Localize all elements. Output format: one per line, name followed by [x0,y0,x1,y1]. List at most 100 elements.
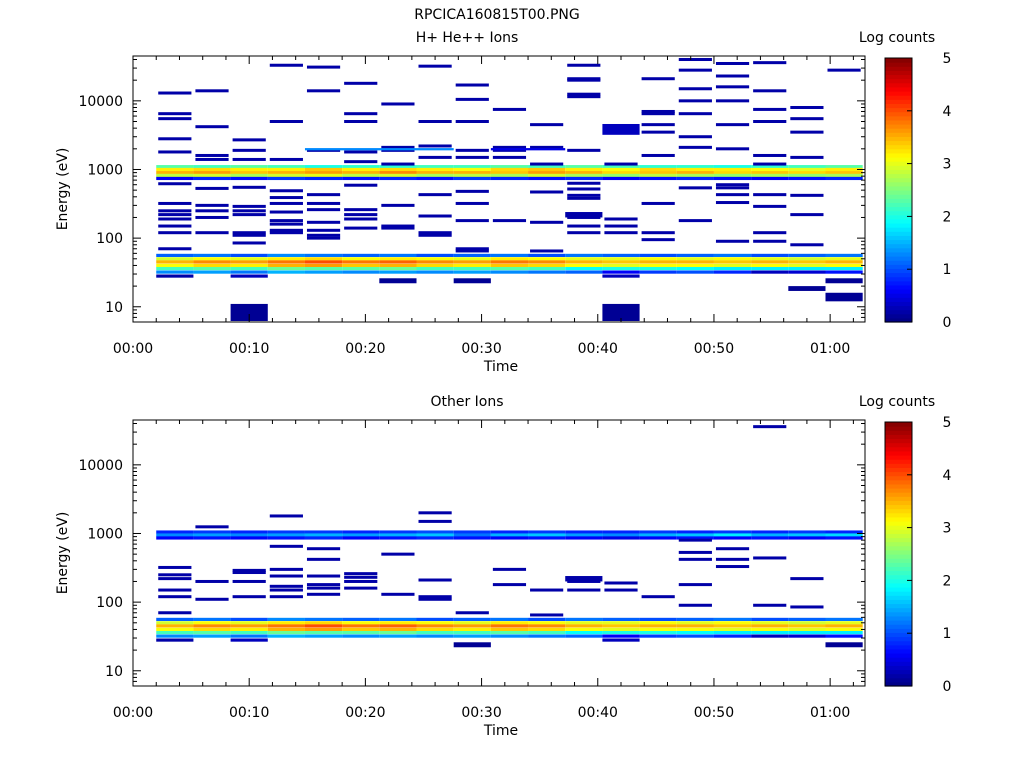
count-mark [678,186,712,190]
colorbar-segment [885,570,912,576]
colorbar-segment [885,615,912,621]
count-mark [418,578,452,582]
count-mark [492,145,527,149]
heatmap-cell [416,253,454,258]
count-mark [158,150,192,154]
count-mark [530,220,564,224]
count-mark [567,187,601,191]
count-mark [753,162,787,166]
count-mark [492,219,527,223]
heatmap-cell [602,634,640,638]
x-tick-label: 00:50 [694,341,734,357]
count-mark [232,138,266,142]
heatmap-cell [342,167,380,172]
heatmap-cell [304,533,343,537]
count-mark [567,231,601,235]
count-mark [195,231,229,235]
heatmap-cell [788,253,826,258]
heatmap-cell [788,260,826,264]
colorbar-segment [885,111,912,117]
heatmap-cell [193,165,231,169]
heatmap-cell [342,630,380,635]
colorbar-segment [885,194,912,199]
heatmap-cell [639,627,677,632]
colorbar-segment [885,144,912,150]
heatmap-cell [825,270,863,274]
heatmap-cell [713,167,752,172]
colorbar-segment [885,591,912,596]
count-mark [418,233,452,237]
heatmap-cell [193,621,231,625]
heatmap-cell [342,253,380,258]
colorbar-segment [885,661,912,666]
heatmap-cell [193,173,231,177]
colorbar-segment [885,512,912,518]
heatmap-cell [379,627,417,632]
heatmap-cell [639,266,677,271]
heatmap-cell [825,165,863,169]
colorbar-segment [885,214,912,220]
count-mark [306,65,341,69]
colorbar-segment [885,516,912,522]
colorbar-segment [885,293,912,298]
heatmap-cell [156,176,194,181]
count-mark [455,611,489,615]
count-mark [790,105,824,109]
heatmap-cell [379,266,417,271]
colorbar-segment [885,107,912,113]
heatmap-cell [193,627,231,632]
colorbar-segment [885,99,912,104]
count-mark [790,213,824,217]
heatmap-cell [156,630,194,635]
count-mark [418,597,452,601]
colorbar-segment [885,119,912,125]
count-mark [455,83,489,87]
heatmap-cell [825,530,863,534]
heatmap-cell [639,533,677,537]
heatmap-cell [379,624,417,628]
colorbar-segment [885,243,912,249]
heatmap-cell [490,171,529,175]
heatmap-cell [565,270,603,274]
heatmap-cell [676,624,714,628]
colorbar-segment [885,82,912,88]
heatmap-cell [490,176,529,181]
heatmap-cell [676,270,714,274]
heatmap-cell [676,263,714,268]
heatmap-cell [788,634,826,638]
count-mark [232,241,266,245]
heatmap-cell [676,630,714,635]
colorbar-label: Log counts [859,394,935,410]
heatmap-cell [825,627,863,632]
colorbar-segment [885,562,912,567]
colorbar-segment [885,603,912,609]
count-mark [232,209,266,213]
count-mark [455,189,489,193]
count-mark [715,61,750,65]
colorbar-tick-label: 4 [943,468,952,484]
heatmap-cell [676,176,714,181]
count-mark [418,155,452,159]
count-mark [269,157,303,161]
count-mark [455,120,489,124]
heatmap-cell [602,260,640,264]
count-mark [567,224,601,228]
count-mark [567,148,601,152]
heatmap-cell [751,530,789,534]
colorbar-segment [885,521,912,526]
heatmap-cell [416,165,454,169]
heatmap-block [788,286,826,291]
heatmap-cell [304,165,343,169]
heatmap-block [453,278,491,284]
heatmap-cell [639,253,677,258]
heatmap-cell [751,167,789,172]
colorbar-segment [885,681,912,687]
heatmap-cell [565,630,603,635]
count-mark [827,68,861,72]
heatmap-cell [267,533,305,537]
count-mark [567,63,601,67]
count-mark [269,228,303,232]
colorbar-segment [885,190,912,195]
count-mark [418,144,452,148]
count-mark [567,588,601,592]
